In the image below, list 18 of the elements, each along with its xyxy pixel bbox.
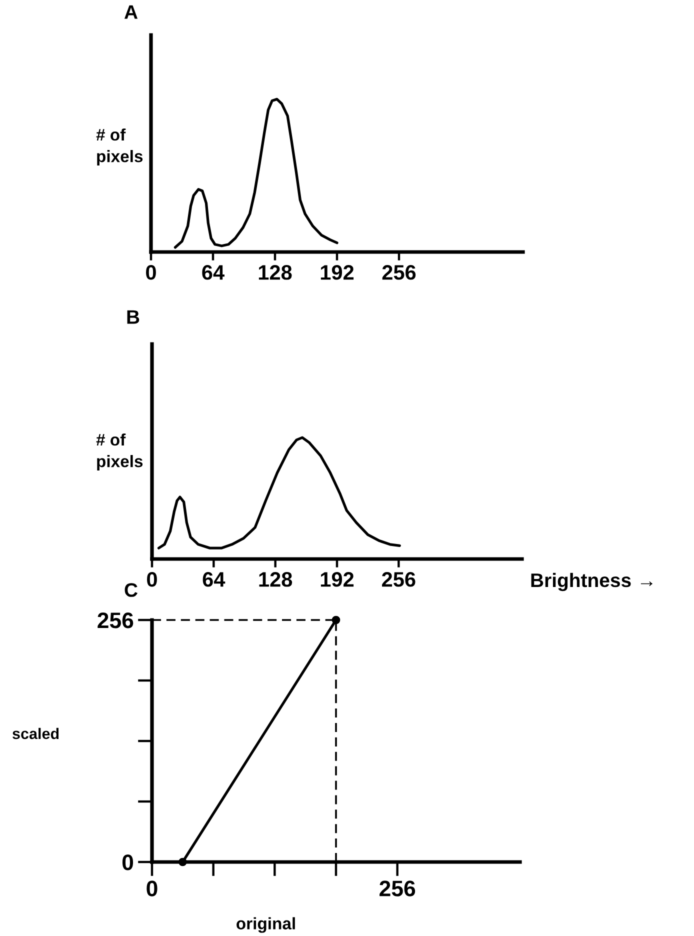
x-tick-label: 256 bbox=[382, 265, 416, 280]
x-tick-label: 192 bbox=[320, 572, 354, 587]
x-tick-label: 64 bbox=[202, 265, 224, 280]
y-axis-title: # of pixels bbox=[96, 433, 143, 471]
chart-title: B bbox=[127, 310, 140, 324]
x-axis-title: Brightness → bbox=[531, 572, 652, 592]
x-tick-label: 192 bbox=[320, 265, 354, 280]
x-tick-label: 64 bbox=[202, 572, 226, 587]
chart-title: C bbox=[124, 583, 138, 597]
x-tick-label: 0 bbox=[147, 572, 157, 587]
x-tick-label: 0 bbox=[146, 265, 156, 280]
chart-title: A bbox=[124, 5, 138, 19]
x-tick-label: 128 bbox=[258, 265, 292, 280]
y-axis-title: scaled bbox=[12, 728, 59, 740]
x-tick-label: 128 bbox=[259, 572, 292, 587]
y-axis-title: # of pixels bbox=[96, 128, 143, 166]
x-axis-title: original bbox=[236, 917, 295, 933]
x-tick-label: 256 bbox=[382, 572, 416, 587]
